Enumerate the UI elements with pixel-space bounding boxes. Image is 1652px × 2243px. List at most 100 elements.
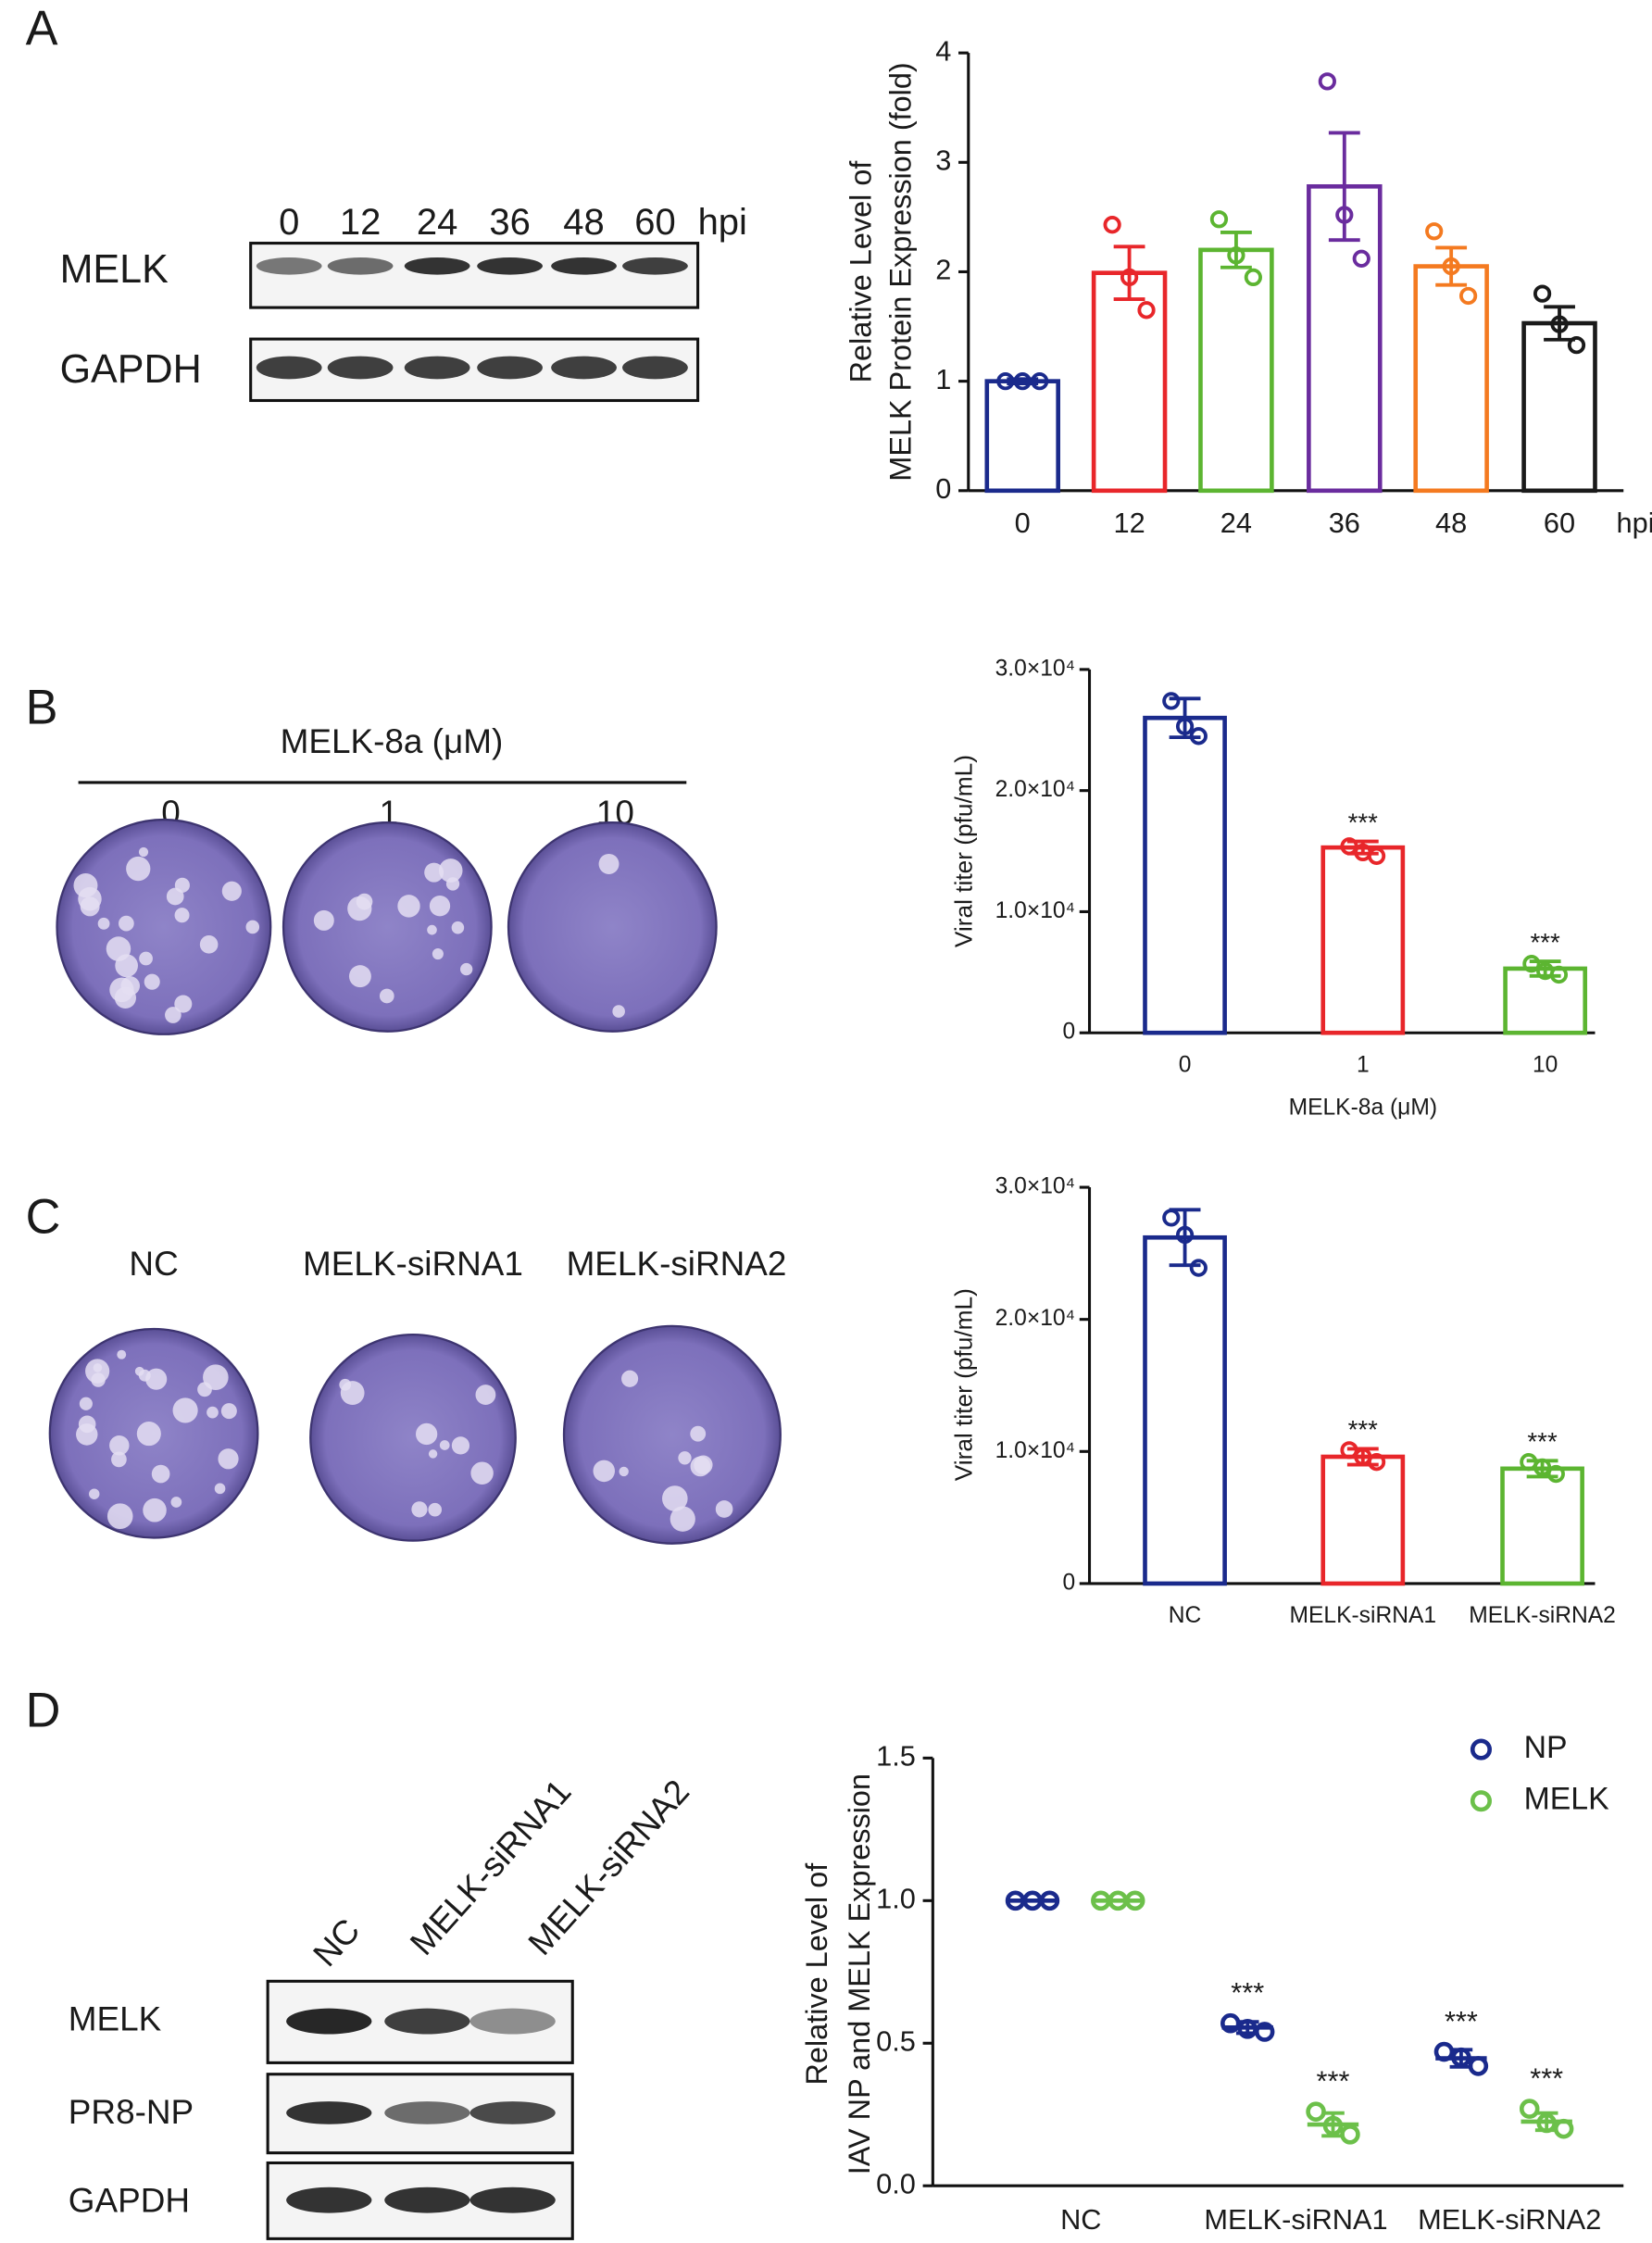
plaque [144, 973, 160, 990]
plaque [170, 1497, 182, 1508]
x-tick-label: 0 [1015, 507, 1031, 539]
plaque [151, 1464, 170, 1484]
significance: *** [1348, 1415, 1379, 1444]
plaque [97, 917, 110, 930]
x-tick-label: NC [1169, 1603, 1202, 1628]
plaque [120, 976, 141, 996]
data-point [1162, 692, 1181, 710]
blot-band [469, 2008, 556, 2035]
blot-band [327, 257, 394, 275]
plaque [245, 920, 260, 934]
lane-label: 12 [340, 202, 381, 243]
data-point [1306, 2101, 1326, 2122]
blot-band [256, 257, 322, 275]
y-tick-label: 3.0×10⁴ [995, 656, 1076, 681]
data-point [1318, 72, 1336, 91]
plaque [221, 881, 242, 901]
y-tick-label: 1.0×10⁴ [995, 1438, 1076, 1463]
lane-label: NC [306, 1911, 367, 1974]
plaque [612, 1005, 625, 1018]
plaque [445, 877, 460, 891]
plaque [429, 896, 451, 917]
plaque [470, 1461, 494, 1485]
bar [1500, 1466, 1584, 1586]
x-tick-label: 0 [1179, 1052, 1192, 1077]
plaque [690, 1425, 707, 1442]
plaque [111, 1451, 127, 1468]
blot-a: 0 12 24 36 48 60 hpi MELK GAPDH [60, 202, 747, 403]
data-point [996, 371, 1015, 391]
data-point [1352, 249, 1370, 268]
lane-label: 48 [563, 202, 604, 243]
x-tick-label: 10 [1533, 1052, 1558, 1077]
plaque [662, 1485, 688, 1511]
significance: *** [1530, 928, 1560, 957]
plaque [206, 1406, 219, 1419]
plaque [347, 896, 372, 921]
plaque [199, 935, 219, 954]
plaque [165, 1007, 181, 1023]
blot-band [384, 2187, 470, 2213]
lane-label: 24 [417, 202, 457, 243]
bar [1198, 247, 1274, 494]
plaque [218, 1448, 239, 1470]
plaque [460, 962, 473, 976]
data-point [1533, 1458, 1552, 1477]
y-axis-label: MELK Protein Expression (fold) [884, 62, 918, 481]
treatment-title: MELK-8a (μM) [281, 722, 504, 760]
data-point [1120, 268, 1139, 287]
plaque [89, 1488, 100, 1499]
bar [1521, 320, 1597, 494]
x-axis-label: hpi [1617, 507, 1652, 539]
plaque [78, 886, 102, 911]
y-tick-label: 2.0×10⁴ [995, 777, 1076, 802]
y-tick-label: 3.0×10⁴ [995, 1174, 1076, 1199]
legend-marker [1470, 1790, 1492, 1812]
blot-band [404, 257, 470, 275]
panel-letter: C [26, 1190, 61, 1244]
data-point [1162, 1209, 1181, 1227]
data-point [1522, 955, 1541, 973]
y-tick-label: 0 [1062, 1020, 1075, 1045]
y-tick-label: 1.0×10⁴ [995, 898, 1076, 923]
blot-band [551, 356, 617, 380]
data-point [1567, 335, 1586, 355]
x-tick-label: 36 [1329, 507, 1360, 539]
plaque [619, 1466, 629, 1477]
plaque [432, 947, 444, 960]
x-tick-label: 12 [1113, 507, 1145, 539]
y-tick-label: 0 [1062, 1570, 1075, 1595]
y-tick-label: 2.0×10⁴ [995, 1306, 1076, 1331]
lane-label: 36 [489, 202, 530, 243]
plaque [143, 1497, 167, 1522]
panel-letter: A [26, 2, 58, 56]
data-point [1175, 1225, 1195, 1245]
plaque [85, 1359, 110, 1384]
plaque [220, 1403, 237, 1420]
y-axis-label: Relative Level of [800, 1862, 833, 2086]
blot-band [384, 2008, 470, 2035]
y-tick-label: 4 [935, 34, 951, 67]
plaque [411, 1501, 428, 1518]
y-tick-label: 2 [935, 254, 951, 286]
bar [1091, 270, 1168, 494]
lane-label: 0 [279, 202, 299, 243]
data-point [1189, 727, 1208, 746]
plaque [593, 1460, 616, 1483]
bar [1143, 1234, 1227, 1586]
data-point [1468, 2056, 1489, 2076]
plaque [145, 1368, 168, 1390]
plaque [715, 1500, 733, 1518]
significance: *** [1231, 1976, 1264, 2009]
data-point [1209, 210, 1229, 229]
y-tick-label: 1 [935, 363, 951, 395]
y-tick-label: 1.0 [876, 1882, 916, 1914]
significance: *** [1527, 1427, 1558, 1456]
plaque [78, 1415, 96, 1434]
data-point [1550, 315, 1569, 333]
data-point [1227, 246, 1245, 265]
x-tick-label: 48 [1435, 507, 1467, 539]
x-tick-label: 24 [1220, 507, 1252, 539]
plaque [415, 1422, 438, 1446]
